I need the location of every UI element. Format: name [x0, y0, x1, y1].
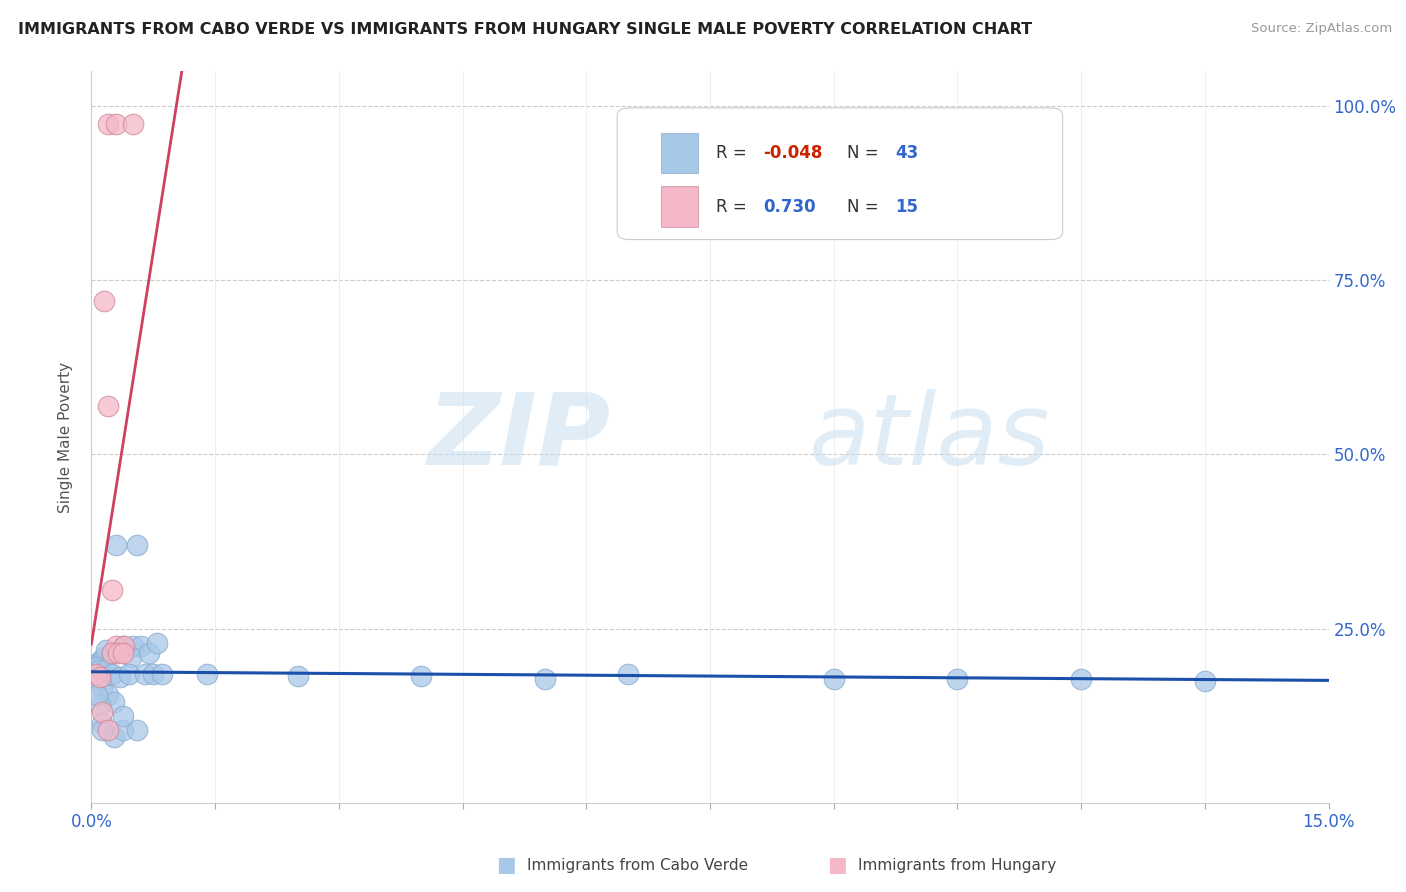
- Point: [195, 667, 218, 681]
- Text: Immigrants from Cabo Verde: Immigrants from Cabo Verde: [527, 858, 748, 872]
- Text: ■: ■: [827, 855, 846, 875]
- Point: [105, 639, 128, 653]
- Point: [142, 667, 165, 681]
- Point: [90, 653, 112, 667]
- Text: -0.048: -0.048: [763, 144, 823, 161]
- Text: atlas: atlas: [808, 389, 1050, 485]
- Text: N =: N =: [848, 197, 884, 216]
- Text: 0.730: 0.730: [763, 197, 815, 216]
- Point: [91, 723, 114, 737]
- Point: [86, 688, 108, 702]
- Text: N =: N =: [848, 144, 884, 161]
- Point: [101, 667, 124, 681]
- Point: [96, 642, 118, 657]
- FancyBboxPatch shape: [617, 108, 1063, 240]
- Text: 43: 43: [896, 144, 920, 161]
- Point: [125, 538, 148, 552]
- Point: [97, 399, 120, 413]
- Y-axis label: Single Male Poverty: Single Male Poverty: [58, 361, 73, 513]
- Point: [111, 646, 134, 660]
- Point: [1194, 673, 1216, 688]
- Point: [91, 681, 114, 695]
- Point: [87, 657, 110, 671]
- Point: [103, 730, 125, 744]
- Point: [101, 646, 124, 660]
- Point: [97, 688, 120, 702]
- Point: [91, 705, 114, 719]
- Point: [411, 669, 433, 683]
- Point: [112, 639, 135, 653]
- FancyBboxPatch shape: [661, 133, 697, 173]
- Point: [111, 639, 134, 653]
- Point: [111, 708, 134, 723]
- Point: [121, 117, 143, 131]
- Point: [534, 672, 557, 686]
- Point: [91, 715, 114, 730]
- Point: [616, 667, 638, 681]
- Point: [150, 667, 173, 681]
- Text: R =: R =: [716, 197, 752, 216]
- Point: [1070, 672, 1092, 686]
- Point: [89, 660, 111, 674]
- Point: [125, 723, 148, 737]
- Point: [84, 660, 107, 674]
- Point: [89, 698, 111, 713]
- Text: Source: ZipAtlas.com: Source: ZipAtlas.com: [1251, 22, 1392, 36]
- Point: [101, 646, 124, 660]
- Point: [107, 646, 129, 660]
- Text: 15: 15: [896, 197, 918, 216]
- Point: [946, 672, 969, 686]
- Point: [89, 670, 111, 684]
- Point: [138, 646, 160, 660]
- Point: [87, 664, 110, 678]
- Point: [287, 669, 309, 683]
- Point: [97, 117, 120, 131]
- Point: [103, 695, 125, 709]
- Point: [146, 635, 169, 649]
- Text: ■: ■: [496, 855, 516, 875]
- FancyBboxPatch shape: [661, 186, 697, 227]
- Text: IMMIGRANTS FROM CABO VERDE VS IMMIGRANTS FROM HUNGARY SINGLE MALE POVERTY CORREL: IMMIGRANTS FROM CABO VERDE VS IMMIGRANTS…: [18, 22, 1032, 37]
- Point: [121, 639, 143, 653]
- Text: R =: R =: [716, 144, 752, 161]
- Point: [134, 667, 156, 681]
- Point: [97, 723, 120, 737]
- Point: [110, 670, 132, 684]
- Point: [105, 117, 128, 131]
- Point: [101, 583, 124, 598]
- Point: [129, 639, 152, 653]
- Point: [84, 667, 107, 681]
- Point: [117, 667, 139, 681]
- Point: [823, 672, 845, 686]
- Point: [111, 723, 134, 737]
- Text: ZIP: ZIP: [427, 389, 612, 485]
- Point: [120, 649, 142, 664]
- Point: [93, 649, 115, 664]
- Point: [96, 664, 118, 678]
- Point: [105, 538, 128, 552]
- Text: Immigrants from Hungary: Immigrants from Hungary: [858, 858, 1056, 872]
- Point: [93, 294, 115, 309]
